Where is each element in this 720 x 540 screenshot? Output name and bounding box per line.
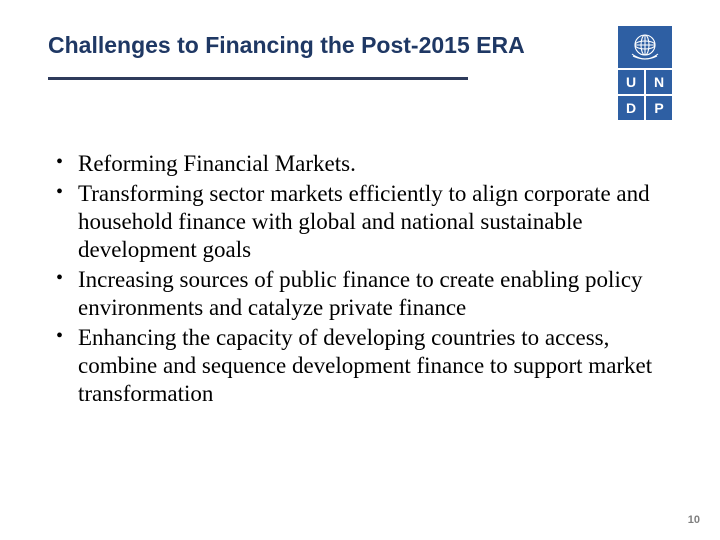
list-item: Reforming Financial Markets.: [52, 150, 672, 178]
logo-letter-n: N: [646, 70, 672, 94]
title-underline: [48, 77, 468, 80]
slide: Challenges to Financing the Post-2015 ER…: [0, 0, 720, 540]
page-number: 10: [688, 514, 700, 526]
logo-letter-p: P: [646, 96, 672, 120]
list-item: Transforming sector markets efficiently …: [52, 180, 672, 264]
bullet-list: Reforming Financial Markets. Transformin…: [52, 150, 672, 408]
content-area: Reforming Financial Markets. Transformin…: [48, 150, 672, 408]
undp-logo: U N D P: [618, 26, 672, 120]
header-row: Challenges to Financing the Post-2015 ER…: [48, 28, 672, 120]
title-block: Challenges to Financing the Post-2015 ER…: [48, 28, 606, 80]
slide-title: Challenges to Financing the Post-2015 ER…: [48, 32, 606, 59]
logo-letter-u: U: [618, 70, 644, 94]
logo-letter-d: D: [618, 96, 644, 120]
undp-letter-grid: U N D P: [618, 70, 672, 120]
list-item: Enhancing the capacity of developing cou…: [52, 324, 672, 408]
list-item: Increasing sources of public finance to …: [52, 266, 672, 322]
un-emblem-icon: [618, 26, 672, 68]
